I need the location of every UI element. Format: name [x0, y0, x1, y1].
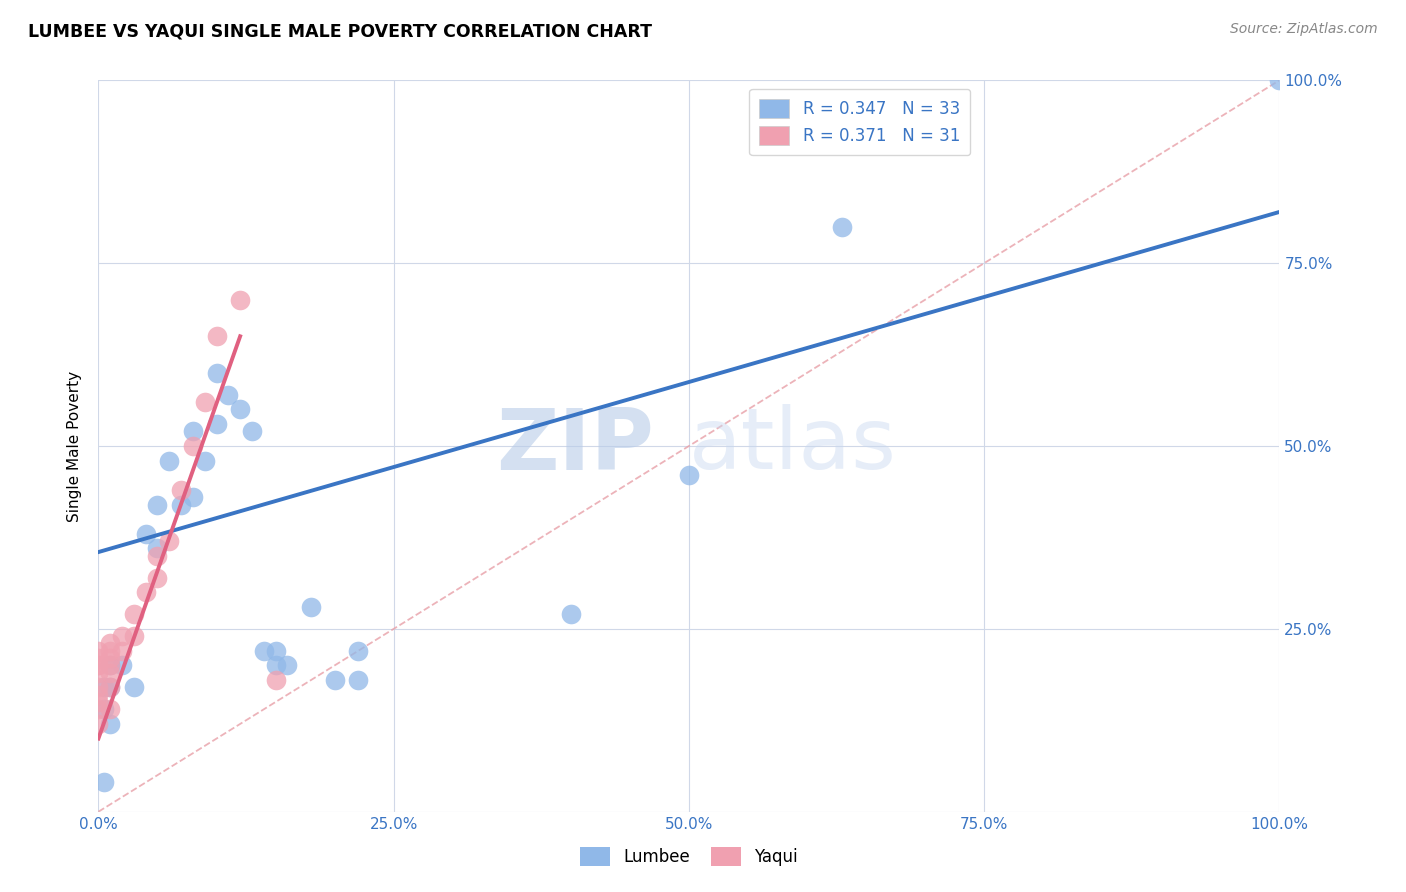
Point: [170, 483, 193, 497]
Legend: Lumbee, Yaqui: Lumbee, Yaqui: [574, 840, 804, 873]
Point: [194, 453, 217, 467]
Point: [87, 688, 110, 702]
Point: [87, 702, 110, 716]
Point: [135, 526, 157, 541]
Point: [229, 293, 252, 307]
Point: [87, 644, 110, 658]
Text: LUMBEE VS YAQUI SINGLE MALE POVERTY CORRELATION CHART: LUMBEE VS YAQUI SINGLE MALE POVERTY CORR…: [28, 22, 652, 40]
Point: [170, 498, 193, 512]
Point: [122, 607, 145, 622]
Point: [111, 658, 134, 673]
Point: [181, 439, 204, 453]
Point: [146, 541, 169, 556]
Point: [205, 417, 228, 431]
Point: [98, 665, 121, 680]
Point: [229, 402, 252, 417]
Point: [205, 366, 228, 380]
Point: [560, 607, 582, 622]
Point: [93, 775, 115, 789]
Point: [122, 629, 145, 643]
Point: [146, 571, 169, 585]
Point: [347, 673, 370, 687]
Point: [146, 549, 169, 563]
Point: [264, 644, 287, 658]
Point: [87, 658, 110, 673]
Text: atlas: atlas: [689, 404, 897, 488]
Point: [347, 644, 370, 658]
Point: [98, 658, 121, 673]
Point: [181, 490, 204, 504]
Point: [146, 498, 169, 512]
Point: [264, 658, 287, 673]
Point: [217, 388, 239, 402]
Point: [194, 395, 217, 409]
Point: [135, 585, 157, 599]
Point: [323, 673, 346, 687]
Point: [157, 534, 180, 549]
Point: [157, 453, 180, 467]
Point: [98, 717, 121, 731]
Point: [87, 717, 110, 731]
Point: [87, 651, 110, 665]
Point: [98, 644, 121, 658]
Point: [93, 681, 115, 695]
Point: [98, 658, 121, 673]
Y-axis label: Single Male Poverty: Single Male Poverty: [67, 370, 83, 522]
Point: [253, 644, 276, 658]
Point: [264, 673, 287, 687]
Point: [87, 695, 110, 709]
Point: [98, 702, 121, 716]
Point: [87, 665, 110, 680]
Point: [181, 425, 204, 439]
Point: [1268, 73, 1291, 87]
Text: ZIP: ZIP: [496, 404, 654, 488]
Point: [678, 468, 700, 483]
Point: [240, 425, 263, 439]
Point: [98, 636, 121, 650]
Point: [299, 599, 322, 614]
Point: [87, 681, 110, 695]
Point: [111, 629, 134, 643]
Point: [98, 681, 121, 695]
Point: [122, 681, 145, 695]
Point: [276, 658, 298, 673]
Point: [831, 219, 853, 234]
Point: [93, 702, 115, 716]
Point: [98, 681, 121, 695]
Point: [87, 658, 110, 673]
Text: Source: ZipAtlas.com: Source: ZipAtlas.com: [1230, 22, 1378, 37]
Point: [205, 329, 228, 343]
Point: [111, 644, 134, 658]
Point: [98, 651, 121, 665]
